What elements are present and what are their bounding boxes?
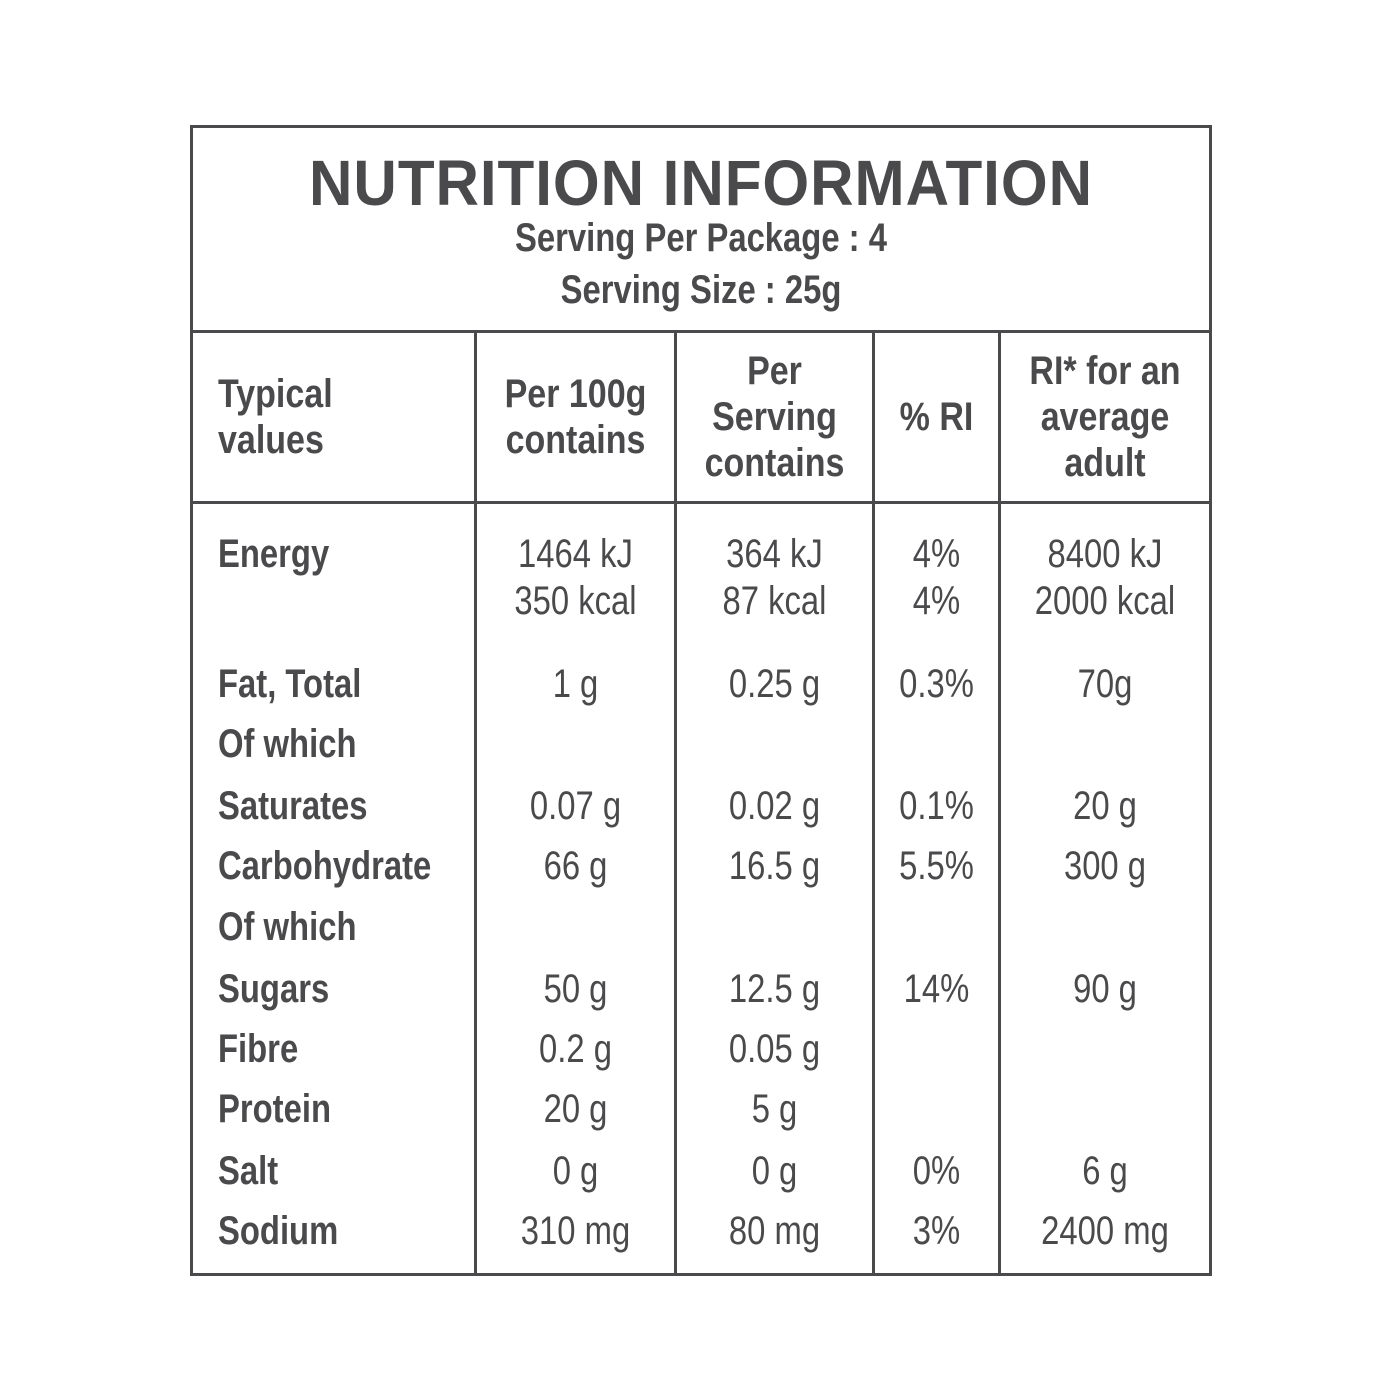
ri-adult-value: 70g	[1077, 662, 1133, 706]
ri-adult-value: 20 g	[1073, 784, 1137, 828]
per-100g-value: 1464 kJ 350 kcal	[514, 532, 637, 623]
per-100g-value: 0 g	[552, 1149, 599, 1193]
per-100g-value: 0.2 g	[539, 1027, 612, 1071]
column-header-ri-percent: % RI	[899, 395, 974, 439]
per-serving-value: 364 kJ 87 kcal	[722, 532, 827, 623]
ri-percent-value: 0.1%	[899, 784, 974, 828]
ri-percent-value: 3%	[912, 1209, 961, 1253]
column-header-typical-values: Typical values	[218, 372, 333, 462]
nutrient-label: Protein	[218, 1087, 331, 1131]
serving-size: Serving Size : 25g	[560, 268, 842, 312]
per-serving-value: 80 mg	[728, 1209, 821, 1253]
per-100g-value: 66 g	[543, 844, 608, 888]
ri-percent-value: 5.5%	[899, 844, 974, 888]
per-100g-value: 20 g	[543, 1087, 608, 1131]
header-row-divider	[193, 501, 1209, 504]
column-divider	[474, 333, 477, 1273]
ri-percent-value: 0.3%	[899, 662, 974, 706]
per-100g-value: 310 mg	[520, 1209, 631, 1253]
panel-header: NUTRITION INFORMATION Serving Per Packag…	[193, 128, 1209, 333]
per-serving-value: 0.02 g	[728, 784, 821, 828]
column-divider	[998, 333, 1001, 1273]
servings-per-package: Serving Per Package : 4	[515, 216, 887, 260]
nutrition-panel: NUTRITION INFORMATION Serving Per Packag…	[190, 125, 1212, 1276]
ri-adult-value: 2400 mg	[1041, 1209, 1169, 1253]
panel-title: NUTRITION INFORMATION	[309, 147, 1093, 219]
nutrient-label: Of which	[218, 722, 357, 766]
ri-adult-value: 6 g	[1082, 1149, 1128, 1193]
per-serving-value: 0.25 g	[728, 662, 821, 706]
column-divider	[674, 333, 677, 1273]
ri-adult-value: 300 g	[1063, 844, 1147, 888]
column-header-per-serving: Per Serving contains	[704, 349, 845, 485]
ri-adult-value: 8400 kJ 2000 kcal	[1034, 532, 1176, 623]
ri-percent-value: 4% 4%	[912, 532, 961, 623]
per-serving-value: 16.5 g	[728, 844, 821, 888]
per-serving-value: 5 g	[751, 1087, 798, 1131]
nutrient-label: Salt	[218, 1149, 279, 1193]
nutrient-label: Energy	[218, 532, 330, 576]
ri-percent-value: 14%	[903, 967, 970, 1011]
per-100g-value: 1 g	[552, 662, 599, 706]
per-100g-value: 50 g	[543, 967, 608, 1011]
column-header-per-100g: Per 100g contains	[504, 372, 647, 462]
ri-percent-value: 0%	[912, 1149, 961, 1193]
per-serving-value: 12.5 g	[728, 967, 821, 1011]
per-100g-value: 0.07 g	[529, 784, 622, 828]
nutrient-label: Saturates	[218, 784, 368, 828]
per-serving-value: 0 g	[751, 1149, 798, 1193]
nutrient-label: Fat, Total	[218, 662, 362, 706]
per-serving-value: 0.05 g	[728, 1027, 821, 1071]
column-divider	[872, 333, 875, 1273]
nutrient-label: Of which	[218, 905, 357, 949]
column-header-ri-adult: RI* for an average adult	[1029, 349, 1181, 485]
nutrient-label: Sodium	[218, 1209, 339, 1253]
nutrient-label: Carbohydrate	[218, 844, 432, 888]
nutrient-label: Sugars	[218, 967, 330, 1011]
ri-adult-value: 90 g	[1073, 967, 1137, 1011]
nutrient-label: Fibre	[218, 1027, 299, 1071]
